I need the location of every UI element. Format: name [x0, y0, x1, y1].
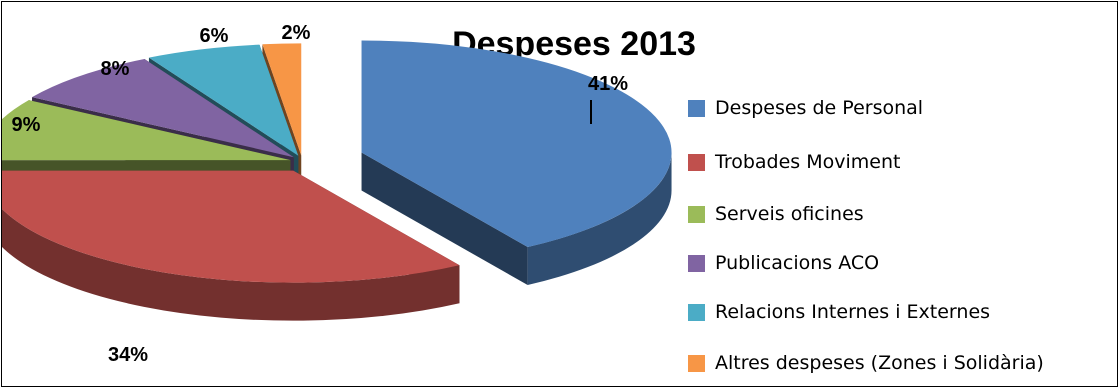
- legend-label: Serveis oficines: [715, 203, 864, 225]
- data-label: 8%: [101, 58, 130, 80]
- legend-item: Altres despeses (Zones i Solidària): [688, 349, 1044, 377]
- pie-slice: [2, 170, 460, 321]
- legend-label: Trobades Moviment: [715, 151, 901, 173]
- data-label: 6%: [200, 25, 229, 47]
- legend-swatch: [688, 354, 705, 372]
- data-label: 41%: [588, 73, 628, 95]
- legend-item: Despeses de Personal: [688, 94, 923, 122]
- pie-slice: [361, 40, 672, 286]
- legend-swatch: [688, 205, 705, 223]
- legend-swatch: [688, 303, 705, 321]
- legend-swatch: [688, 99, 705, 117]
- legend-swatch: [688, 254, 705, 272]
- legend-item: Publicacions ACO: [688, 249, 879, 277]
- legend-item: Trobades Moviment: [688, 148, 900, 176]
- legend-swatch: [688, 153, 705, 171]
- data-label: 2%: [282, 22, 311, 44]
- legend-label: Altres despeses (Zones i Solidària): [715, 352, 1044, 374]
- data-label: 34%: [108, 344, 148, 366]
- legend-item: Relacions Internes i Externes: [688, 298, 990, 326]
- legend-label: Despeses de Personal: [715, 97, 924, 119]
- data-label: 9%: [12, 114, 41, 136]
- legend-label: Relacions Internes i Externes: [715, 301, 991, 323]
- legend-item: Serveis oficines: [688, 200, 864, 228]
- legend-label: Publicacions ACO: [715, 252, 880, 274]
